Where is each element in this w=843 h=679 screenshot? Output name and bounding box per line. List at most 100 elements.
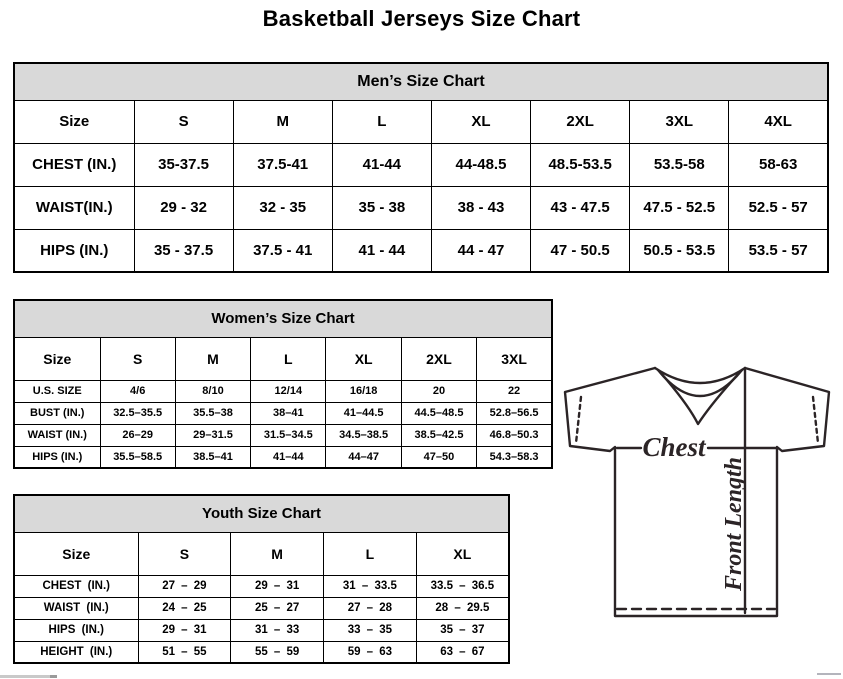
- value-cell: 43 - 47.5: [530, 185, 631, 230]
- value-cell: 35 - 38: [331, 185, 432, 230]
- chest-label: Chest: [642, 432, 707, 462]
- value-cell: 53.5 - 57: [728, 228, 829, 273]
- table-row: CHEST (IN.) 35-37.5 37.5-41 41-44 44-48.5 48.…: [13, 142, 829, 187]
- size-column-header: Size: [13, 99, 135, 144]
- value-cell: 41–44: [250, 445, 327, 469]
- value-cell: 29 – 31: [230, 574, 324, 598]
- value-cell: 59 – 63: [323, 640, 417, 664]
- column-header-2xl: 2XL: [400, 336, 478, 381]
- jersey-vneck-curve: [658, 370, 742, 426]
- column-header-4xl: 4XL: [728, 99, 829, 144]
- value-cell: 35.5–58.5: [99, 445, 176, 469]
- jersey-collar-curve-outer: [653, 366, 747, 385]
- value-cell: 27 – 28: [323, 596, 417, 620]
- value-cell: 34.5–38.5: [325, 423, 402, 447]
- row-label: HIPS (IN.): [13, 445, 101, 469]
- column-header-l: L: [331, 99, 432, 144]
- table-row: CHEST (IN.) 27 – 29 29 – 31 31 – 33.5 33.5 –…: [13, 574, 510, 598]
- table-row: HEIGHT (IN.) 51 – 55 55 – 59 59 – 63 63 – 67: [13, 640, 510, 664]
- value-cell: 35 - 37.5: [133, 228, 234, 273]
- front-length-label: Front Length: [721, 457, 747, 592]
- value-cell: 31.5–34.5: [250, 423, 327, 447]
- value-cell: 24 – 25: [137, 596, 232, 620]
- value-cell: 38 - 43: [430, 185, 532, 230]
- value-cell: 38–41: [250, 401, 327, 425]
- value-cell: 22: [476, 379, 553, 403]
- column-header-l: L: [323, 531, 417, 576]
- value-cell: 33.5 – 36.5: [415, 574, 510, 598]
- horizontal-scrollbar-fragment-left[interactable]: [0, 675, 50, 678]
- value-cell: 28 – 29.5: [415, 596, 510, 620]
- row-label: WAIST (IN.): [13, 423, 101, 447]
- column-header-xl: XL: [325, 336, 402, 381]
- value-cell: 35-37.5: [133, 142, 234, 187]
- value-cell: 20: [400, 379, 478, 403]
- horizontal-scrollbar-fragment-left-tip[interactable]: [50, 675, 57, 678]
- column-header-3xl: 3XL: [476, 336, 553, 381]
- value-cell: 12/14: [250, 379, 327, 403]
- value-cell: 63 – 67: [415, 640, 510, 664]
- value-cell: 35.5–38: [174, 401, 252, 425]
- value-cell: 26–29: [99, 423, 176, 447]
- value-cell: 52.8–56.5: [476, 401, 553, 425]
- size-column-header: Size: [13, 531, 139, 576]
- value-cell: 54.3–58.3: [476, 445, 553, 469]
- value-cell: 47.5 - 52.5: [629, 185, 730, 230]
- row-label: BUST (IN.): [13, 401, 101, 425]
- value-cell: 29–31.5: [174, 423, 252, 447]
- column-header-s: S: [133, 99, 234, 144]
- value-cell: 41 - 44: [331, 228, 432, 273]
- value-cell: 55 – 59: [230, 640, 324, 664]
- column-header-l: L: [250, 336, 327, 381]
- youth-size-chart-table: Youth Size Chart Size S M L XL CHEST (IN.) 27 –…: [13, 494, 510, 664]
- table-caption: Men’s Size Chart: [13, 62, 829, 101]
- value-cell: 33 – 35: [323, 618, 417, 642]
- size-column-header: Size: [13, 336, 101, 381]
- value-cell: 32 - 35: [232, 185, 333, 230]
- value-cell: 31 – 33: [230, 618, 324, 642]
- column-header-m: M: [174, 336, 252, 381]
- value-cell: 51 – 55: [137, 640, 232, 664]
- left-sleeve-dashed-seam: [574, 395, 583, 445]
- value-cell: 46.8–50.3: [476, 423, 553, 447]
- table-row: HIPS (IN.) 35 - 37.5 37.5 - 41 41 - 44 44 - …: [13, 228, 829, 273]
- value-cell: 48.5-53.5: [530, 142, 631, 187]
- jersey-body-outline: [563, 366, 831, 618]
- table-caption: Youth Size Chart: [13, 494, 510, 533]
- table-row: BUST (IN.) 32.5–35.5 35.5–38 38–41 41–44.5 44…: [13, 401, 553, 425]
- value-cell: 31 – 33.5: [323, 574, 417, 598]
- value-cell: 53.5-58: [629, 142, 730, 187]
- value-cell: 29 - 32: [133, 185, 234, 230]
- row-label: WAIST(IN.): [13, 185, 135, 230]
- value-cell: 52.5 - 57: [728, 185, 829, 230]
- horizontal-scrollbar-fragment-right[interactable]: [817, 673, 841, 675]
- value-cell: 44–47: [325, 445, 402, 469]
- value-cell: 50.5 - 53.5: [629, 228, 730, 273]
- right-sleeve-dashed-seam: [811, 395, 820, 445]
- column-header-m: M: [230, 531, 324, 576]
- table-row: WAIST (IN.) 26–29 29–31.5 31.5–34.5 34.5–38.…: [13, 423, 553, 447]
- value-cell: 27 – 29: [137, 574, 232, 598]
- column-header-s: S: [99, 336, 176, 381]
- value-cell: 41-44: [331, 142, 432, 187]
- value-cell: 44 - 47: [430, 228, 532, 273]
- value-cell: 4/6: [99, 379, 176, 403]
- row-label: HEIGHT (IN.): [13, 640, 139, 664]
- value-cell: 32.5–35.5: [99, 401, 176, 425]
- womens-size-chart-table: Women’s Size Chart Size S M L XL 2XL 3XL U.S. SI…: [13, 299, 553, 469]
- table-caption: Women’s Size Chart: [13, 299, 553, 338]
- value-cell: 47 - 50.5: [530, 228, 631, 273]
- table-row: HIPS (IN.) 35.5–58.5 38.5–41 41–44 44–47 47–5…: [13, 445, 553, 469]
- row-label: CHEST (IN.): [13, 574, 139, 598]
- row-label: HIPS (IN.): [13, 618, 139, 642]
- value-cell: 8/10: [174, 379, 252, 403]
- column-header-3xl: 3XL: [629, 99, 730, 144]
- column-header-xl: XL: [415, 531, 510, 576]
- row-label: CHEST (IN.): [13, 142, 135, 187]
- value-cell: 37.5 - 41: [232, 228, 333, 273]
- row-label: WAIST (IN.): [13, 596, 139, 620]
- table-row: U.S. SIZE 4/6 8/10 12/14 16/18 20 22: [13, 379, 553, 403]
- value-cell: 37.5-41: [232, 142, 333, 187]
- table-row: WAIST (IN.) 24 – 25 25 – 27 27 – 28 28 – 29.…: [13, 596, 510, 620]
- table-row: WAIST(IN.) 29 - 32 32 - 35 35 - 38 38 - 43 43…: [13, 185, 829, 230]
